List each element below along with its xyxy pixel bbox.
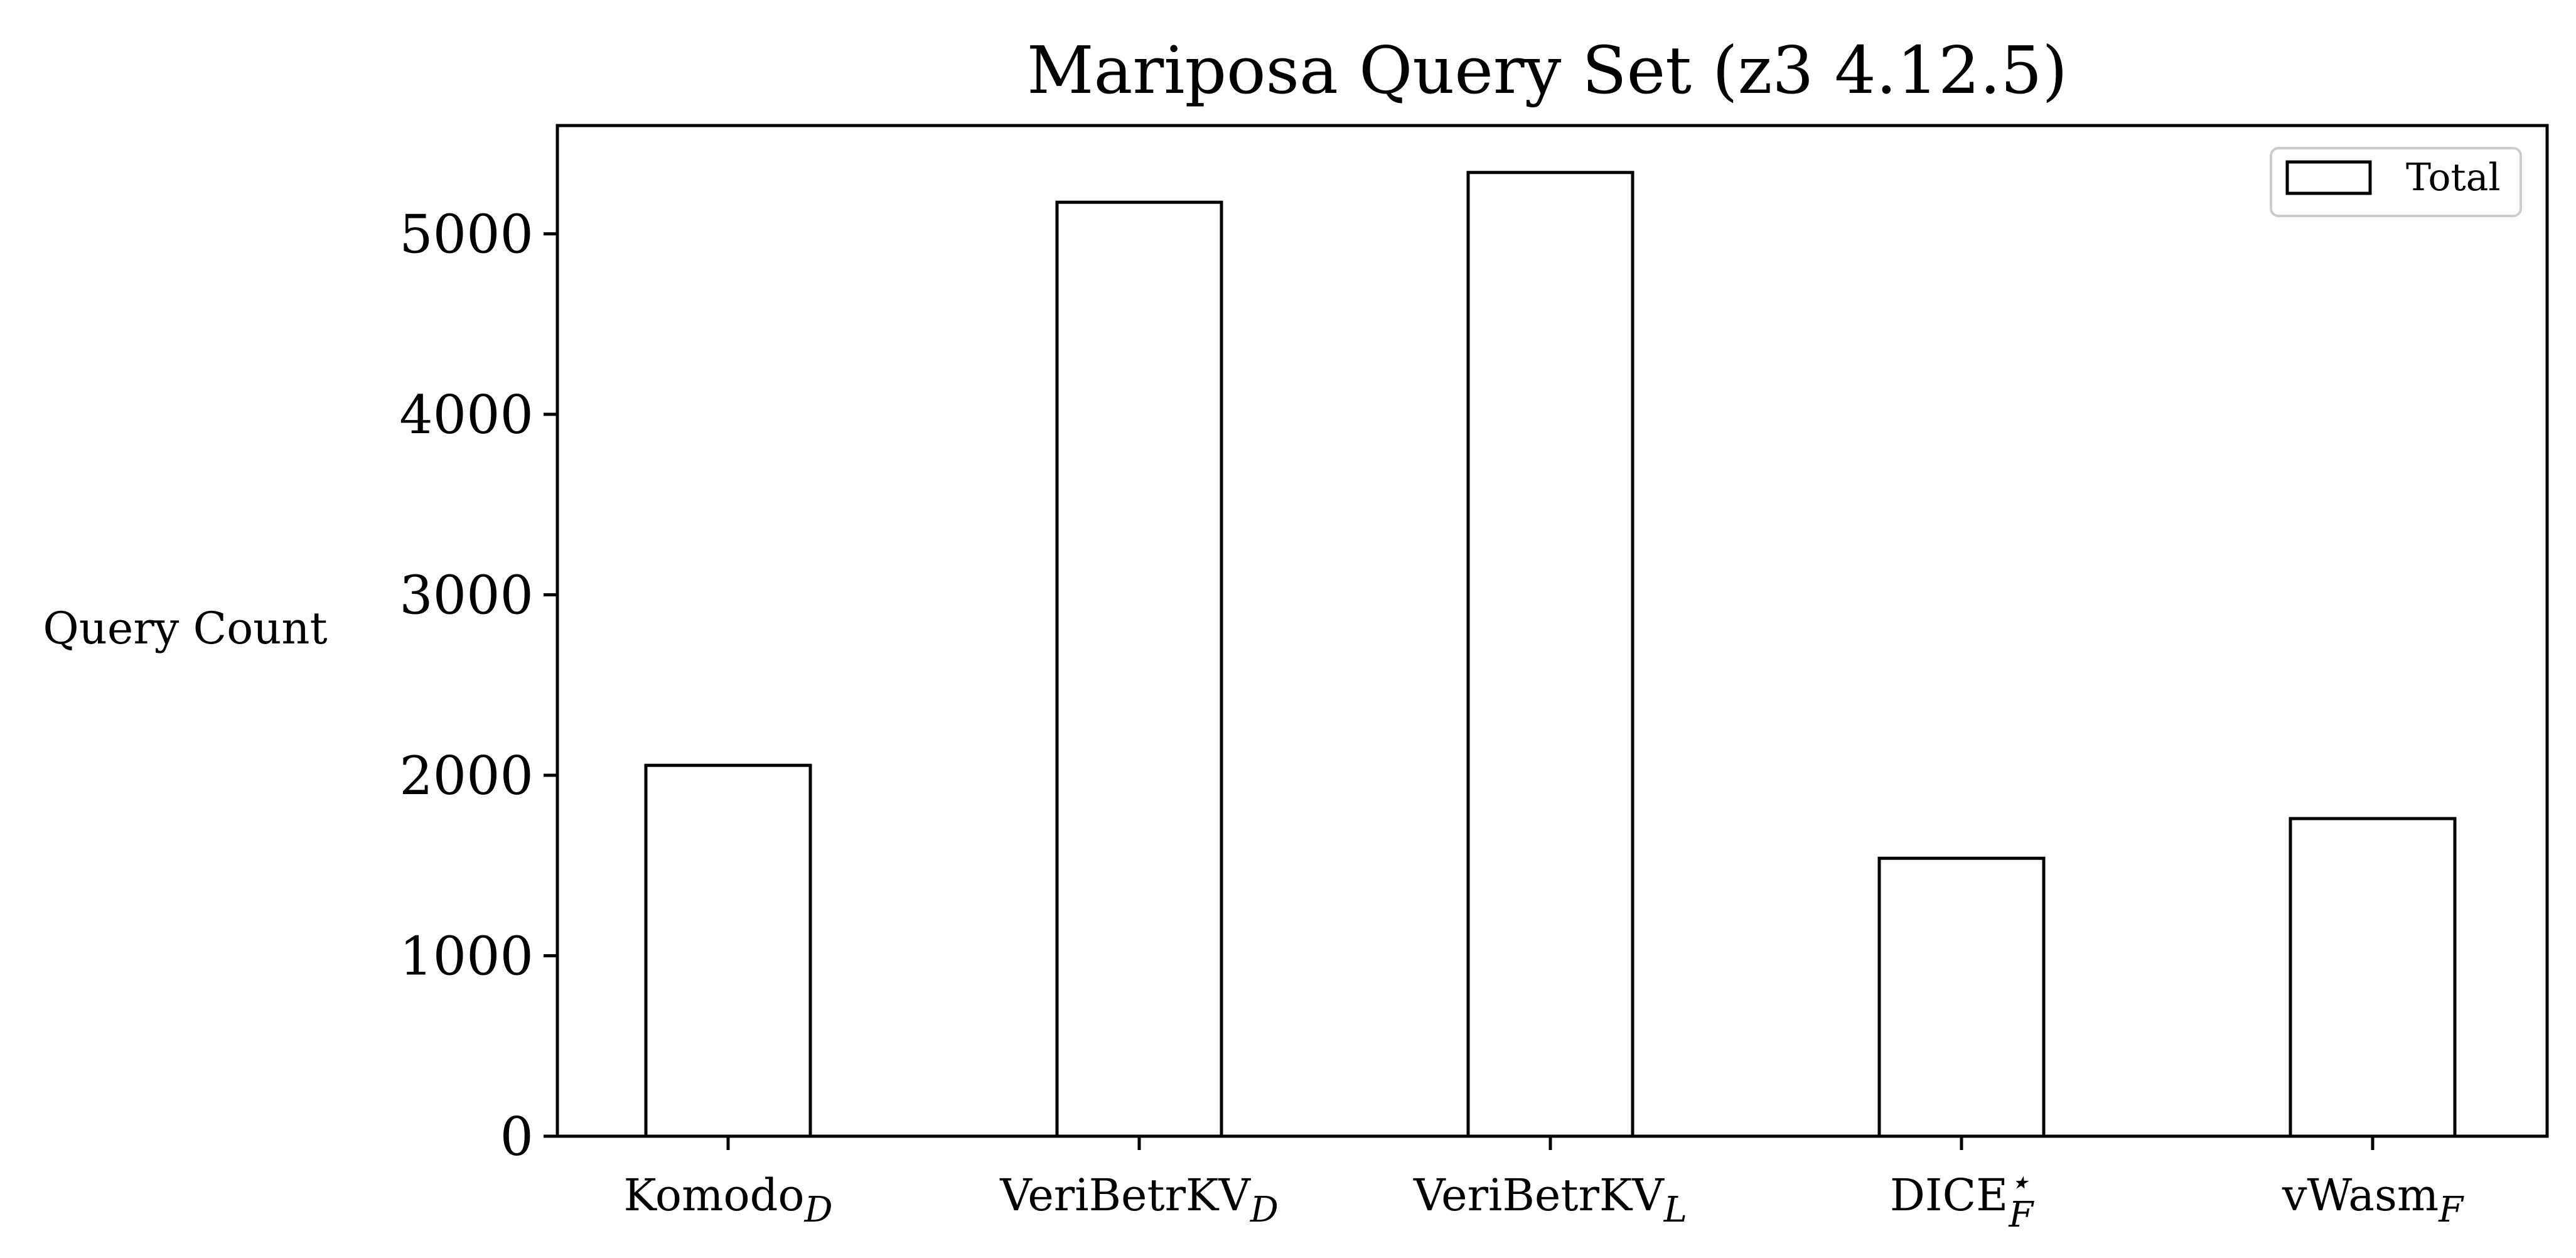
x-tick-label: KomodoD — [624, 1169, 833, 1230]
x-tick-label: VeriBetrKVL — [1413, 1169, 1687, 1230]
bar — [1466, 171, 1634, 1138]
x-tick-label: VeriBetrKVD — [999, 1169, 1279, 1230]
y-tick-label: 4000 — [399, 384, 534, 446]
chart-title: Mariposa Query Set (z3 4.12.5) — [1027, 32, 2068, 109]
y-tick-label: 0 — [500, 1106, 534, 1168]
bar — [1055, 200, 1223, 1138]
legend-label: Total — [2406, 156, 2501, 200]
bar — [644, 763, 812, 1138]
ticks-group: KomodoD VeriBetrKVD VeriBetrKVL DICE⋆ F vWasm… — [399, 204, 2464, 1236]
y-tick-label: 3000 — [399, 565, 534, 626]
x-tick-label: vWasmF — [2282, 1169, 2464, 1230]
y-tick-label: 2000 — [399, 745, 534, 807]
bar — [1877, 856, 2046, 1138]
y-axis-label: Query Count — [43, 603, 327, 654]
bars-group — [644, 171, 2457, 1138]
bar — [2289, 817, 2457, 1138]
x-tick-label: DICE⋆ F — [1890, 1162, 2035, 1235]
legend-swatch — [2285, 160, 2372, 195]
y-tick-label: 5000 — [399, 204, 534, 266]
plot-frame — [555, 124, 2549, 1138]
legend: Total — [2270, 147, 2522, 217]
y-tick-label: 1000 — [399, 926, 534, 987]
